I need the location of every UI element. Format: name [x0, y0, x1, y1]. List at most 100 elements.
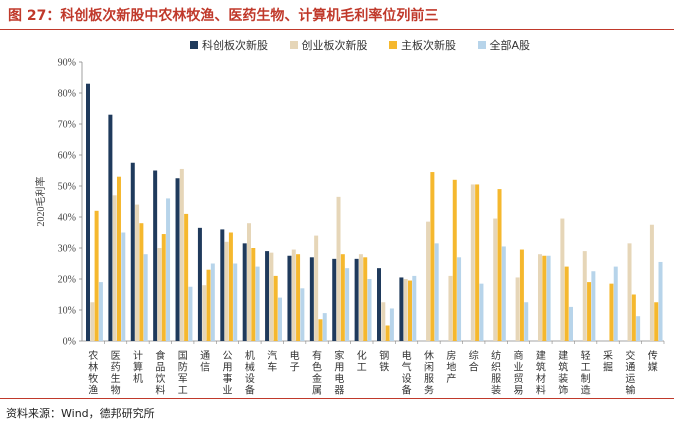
- x-tick-label: 计算机: [133, 349, 143, 385]
- x-tick-char: 筑: [558, 361, 568, 374]
- x-tick-char: 通: [625, 362, 635, 374]
- x-tick-char: 业: [514, 362, 524, 374]
- x-tick-char: 电: [402, 349, 412, 362]
- x-tick-label: 食品饮料: [155, 349, 165, 397]
- x-tick-char: 车: [267, 361, 277, 374]
- x-tick-char: 机: [245, 349, 255, 362]
- bar-1-3: [130, 162, 135, 341]
- legend-swatch-1: [190, 41, 198, 49]
- x-tick-char: 料: [536, 384, 546, 397]
- x-tick-char: 公: [223, 351, 233, 362]
- y-tick-label: 10%: [58, 306, 76, 317]
- bar-3-11: [318, 319, 323, 341]
- x-tick-char: 综: [469, 349, 479, 362]
- y-tick-label: 30%: [58, 244, 76, 255]
- bar-4-7: [233, 263, 238, 341]
- bar-2-4: [157, 248, 162, 341]
- y-tick-label: 40%: [58, 213, 76, 224]
- bar-2-20: [515, 277, 520, 341]
- x-tick-char: 金: [312, 372, 322, 385]
- bar-4-19: [501, 246, 506, 341]
- x-tick-char: 交: [625, 349, 635, 362]
- bar-4-3: [143, 254, 148, 341]
- x-tick-char: 机: [133, 372, 143, 385]
- x-tick-label: 家用电器: [334, 349, 344, 397]
- x-tick-char: 轻: [581, 349, 591, 362]
- bar-3-23: [587, 282, 592, 341]
- x-tick-label: 电子: [290, 349, 300, 374]
- legend-item-2: 创业板次新股: [289, 37, 368, 53]
- x-tick-label: 房地产: [446, 349, 456, 385]
- bar-4-15: [412, 275, 417, 341]
- x-tick-char: 物: [111, 384, 121, 397]
- x-tick-char: 林: [88, 361, 98, 374]
- x-tick-label: 通信: [200, 350, 210, 374]
- x-tick-char: 信: [200, 362, 210, 374]
- x-tick-label: 交通运输: [625, 349, 635, 397]
- bar-1-9: [265, 251, 270, 341]
- x-tick-char: 气: [402, 361, 412, 374]
- y-tick-label: 90%: [58, 58, 76, 69]
- bar-4-21: [546, 255, 551, 341]
- bar-3-20: [519, 249, 524, 341]
- bar-2-19: [493, 218, 498, 341]
- bar-4-16: [434, 243, 439, 341]
- x-tick-char: 务: [424, 384, 434, 397]
- bar-3-4: [161, 234, 166, 341]
- bar-2-8: [246, 223, 251, 341]
- bar-3-6: [206, 269, 211, 341]
- x-tick-char: 色: [312, 361, 322, 374]
- bar-2-17: [448, 275, 453, 341]
- x-tick-char: 休: [424, 350, 434, 362]
- bar-3-1: [94, 210, 99, 341]
- x-tick-char: 输: [625, 384, 635, 397]
- x-tick-char: 合: [469, 361, 479, 374]
- bar-4-13: [367, 279, 372, 341]
- bar-4-4: [166, 198, 171, 341]
- x-tick-label: 传媒: [648, 350, 658, 374]
- bar-4-17: [457, 257, 462, 341]
- bar-1-10: [287, 255, 292, 341]
- x-tick-char: 电: [290, 349, 300, 362]
- x-tick-char: 生: [111, 372, 121, 385]
- x-tick-char: 食: [155, 349, 165, 362]
- x-tick-label: 休闲服务: [424, 350, 434, 397]
- x-tick-label: 钢铁: [379, 349, 389, 374]
- x-tick-char: 器: [334, 385, 344, 397]
- legend-swatch-2: [289, 41, 298, 49]
- x-tick-char: 备: [402, 384, 412, 397]
- x-tick-char: 服: [491, 373, 501, 385]
- x-tick-char: 品: [155, 362, 165, 374]
- bar-4-8: [255, 266, 260, 341]
- bar-3-26: [654, 302, 659, 341]
- bar-4-10: [300, 288, 305, 341]
- x-tick-char: 工: [357, 363, 367, 374]
- x-tick-char: 房: [446, 349, 456, 362]
- x-tick-label: 商业贸易: [514, 349, 524, 397]
- x-tick-label: 农林牧渔: [88, 349, 98, 397]
- bar-2-9: [269, 252, 274, 341]
- x-tick-char: 事: [223, 372, 233, 385]
- x-tick-char: 业: [223, 385, 233, 397]
- bar-2-22: [560, 218, 565, 341]
- x-tick-label: 汽车: [267, 349, 277, 374]
- legend-swatch-4: [477, 41, 486, 49]
- bar-1-14: [377, 268, 381, 341]
- x-tick-char: 用: [223, 363, 233, 374]
- x-tick-char: 国: [178, 350, 188, 362]
- bar-4-25: [636, 316, 641, 341]
- bar-3-3: [139, 223, 144, 341]
- bar-3-18: [475, 184, 480, 341]
- bar-1-4: [153, 170, 158, 341]
- x-tick-char: 掘: [603, 361, 613, 374]
- x-tick-char: 建: [536, 349, 546, 362]
- y-axis-label: 2020毛利率: [34, 177, 47, 227]
- x-tick-char: 贸: [514, 373, 524, 385]
- legend-item-1: 科创板次新股: [190, 37, 268, 53]
- bar-3-7: [228, 232, 233, 341]
- bar-3-16: [430, 172, 435, 341]
- bar-4-18: [479, 283, 484, 341]
- x-tick-char: 料: [155, 384, 165, 397]
- x-tick-char: 子: [290, 362, 300, 374]
- bar-2-18: [470, 184, 475, 341]
